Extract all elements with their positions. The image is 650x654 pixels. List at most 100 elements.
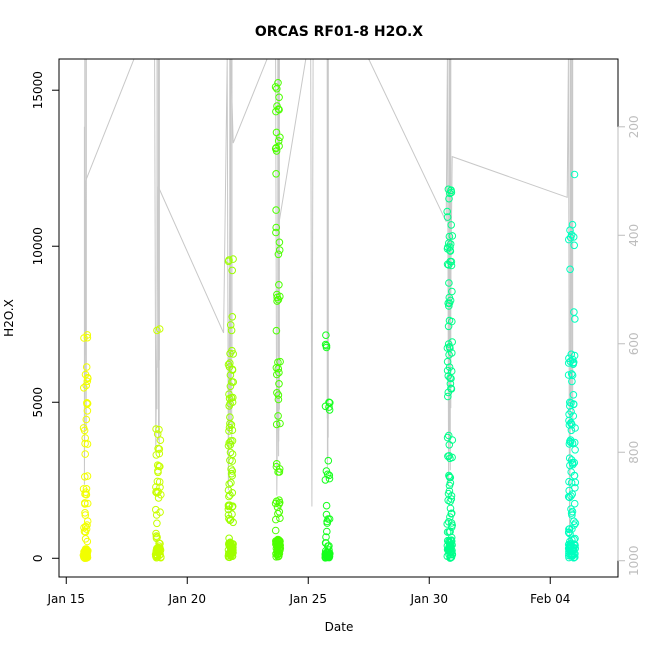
data-point <box>275 246 284 254</box>
data-point <box>272 206 280 214</box>
data-point <box>272 228 280 237</box>
data-point <box>444 322 453 331</box>
data-point <box>81 439 89 448</box>
data-point <box>447 509 456 518</box>
data-point <box>274 412 282 420</box>
y2-tick-label: 1000 <box>627 545 641 576</box>
data-point <box>272 144 281 152</box>
data-point <box>271 499 280 508</box>
data-point <box>570 438 579 447</box>
data-point <box>571 519 580 528</box>
data-point <box>153 461 162 470</box>
data-point <box>152 505 160 514</box>
data-point <box>271 526 280 535</box>
data-point <box>82 545 91 554</box>
data-point <box>444 489 453 498</box>
data-point <box>322 510 331 519</box>
data-point <box>569 391 578 399</box>
data-point <box>80 553 88 561</box>
y-tick-label: 5000 <box>31 387 45 418</box>
data-point <box>447 384 455 393</box>
data-point <box>227 479 235 487</box>
chart-title: ORCAS RF01-8 H2O.X <box>255 24 423 40</box>
data-point <box>81 522 90 531</box>
data-point <box>225 394 234 403</box>
data-point <box>325 474 334 483</box>
data-point <box>272 147 281 155</box>
data-point <box>229 378 237 386</box>
data-point <box>272 326 281 335</box>
data-point <box>445 302 453 310</box>
data-point <box>272 420 281 429</box>
x-tick-label: Jan 20 <box>167 592 206 606</box>
data-point <box>446 380 455 388</box>
data-point <box>228 313 237 321</box>
data-point <box>227 421 236 429</box>
data-point <box>566 437 574 446</box>
data-point <box>443 545 452 554</box>
data-point <box>275 238 284 247</box>
data-point <box>570 540 578 549</box>
data-point <box>443 344 452 352</box>
data-point <box>152 425 160 433</box>
data-point <box>81 499 89 507</box>
data-point <box>322 501 331 510</box>
data-point <box>443 366 452 375</box>
data-point <box>83 499 92 508</box>
data-point <box>273 389 281 397</box>
x-tick-label: Jan 30 <box>409 592 448 606</box>
data-point <box>567 350 576 359</box>
data-point <box>154 467 162 475</box>
data-point <box>445 550 453 559</box>
data-point <box>81 548 89 557</box>
data-point <box>83 553 92 561</box>
data-point <box>226 413 234 422</box>
data-point <box>80 334 88 342</box>
data-point <box>322 341 331 350</box>
data-point <box>80 384 88 392</box>
data-point <box>274 137 283 145</box>
data-point <box>152 488 160 497</box>
data-point <box>445 194 453 203</box>
data-point <box>274 468 282 476</box>
y2-tick-label: 600 <box>627 332 641 355</box>
data-point <box>567 370 576 378</box>
data-point <box>569 459 577 468</box>
y-tick-label: 10000 <box>31 227 45 265</box>
data-point <box>568 220 577 229</box>
data-point <box>83 377 92 386</box>
data-point <box>226 448 235 457</box>
data-point <box>275 368 283 377</box>
data-point <box>229 518 237 527</box>
y2-tick-label: 400 <box>627 224 641 247</box>
data-point <box>445 279 453 287</box>
data-point <box>226 456 234 465</box>
data-point <box>446 247 455 255</box>
data-point <box>155 425 163 434</box>
data-point <box>447 261 456 270</box>
data-point <box>156 436 165 445</box>
data-point <box>566 530 574 538</box>
data-point <box>276 419 284 428</box>
data-point <box>570 499 579 508</box>
data-point <box>445 473 454 481</box>
data-point <box>153 489 161 497</box>
data-point <box>153 430 162 438</box>
x-tick-label: Feb 04 <box>530 592 570 606</box>
data-point <box>567 479 576 487</box>
data-point <box>566 541 574 550</box>
data-point <box>275 93 283 102</box>
data-point <box>273 297 281 305</box>
data-point <box>153 326 161 335</box>
pressure-line-layer <box>83 59 574 561</box>
data-point <box>443 433 452 442</box>
data-point <box>83 333 92 342</box>
data-point <box>154 444 162 453</box>
data-point <box>448 349 456 357</box>
data-point <box>153 533 161 542</box>
y-axis-label: H2O.X <box>2 299 16 337</box>
data-point <box>83 472 92 480</box>
data-point <box>567 505 575 513</box>
data-point <box>228 346 236 355</box>
data-point <box>443 260 452 269</box>
